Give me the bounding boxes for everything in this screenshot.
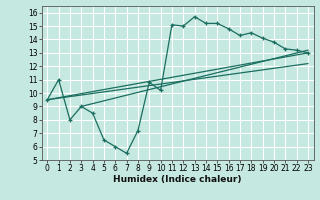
X-axis label: Humidex (Indice chaleur): Humidex (Indice chaleur) bbox=[113, 175, 242, 184]
